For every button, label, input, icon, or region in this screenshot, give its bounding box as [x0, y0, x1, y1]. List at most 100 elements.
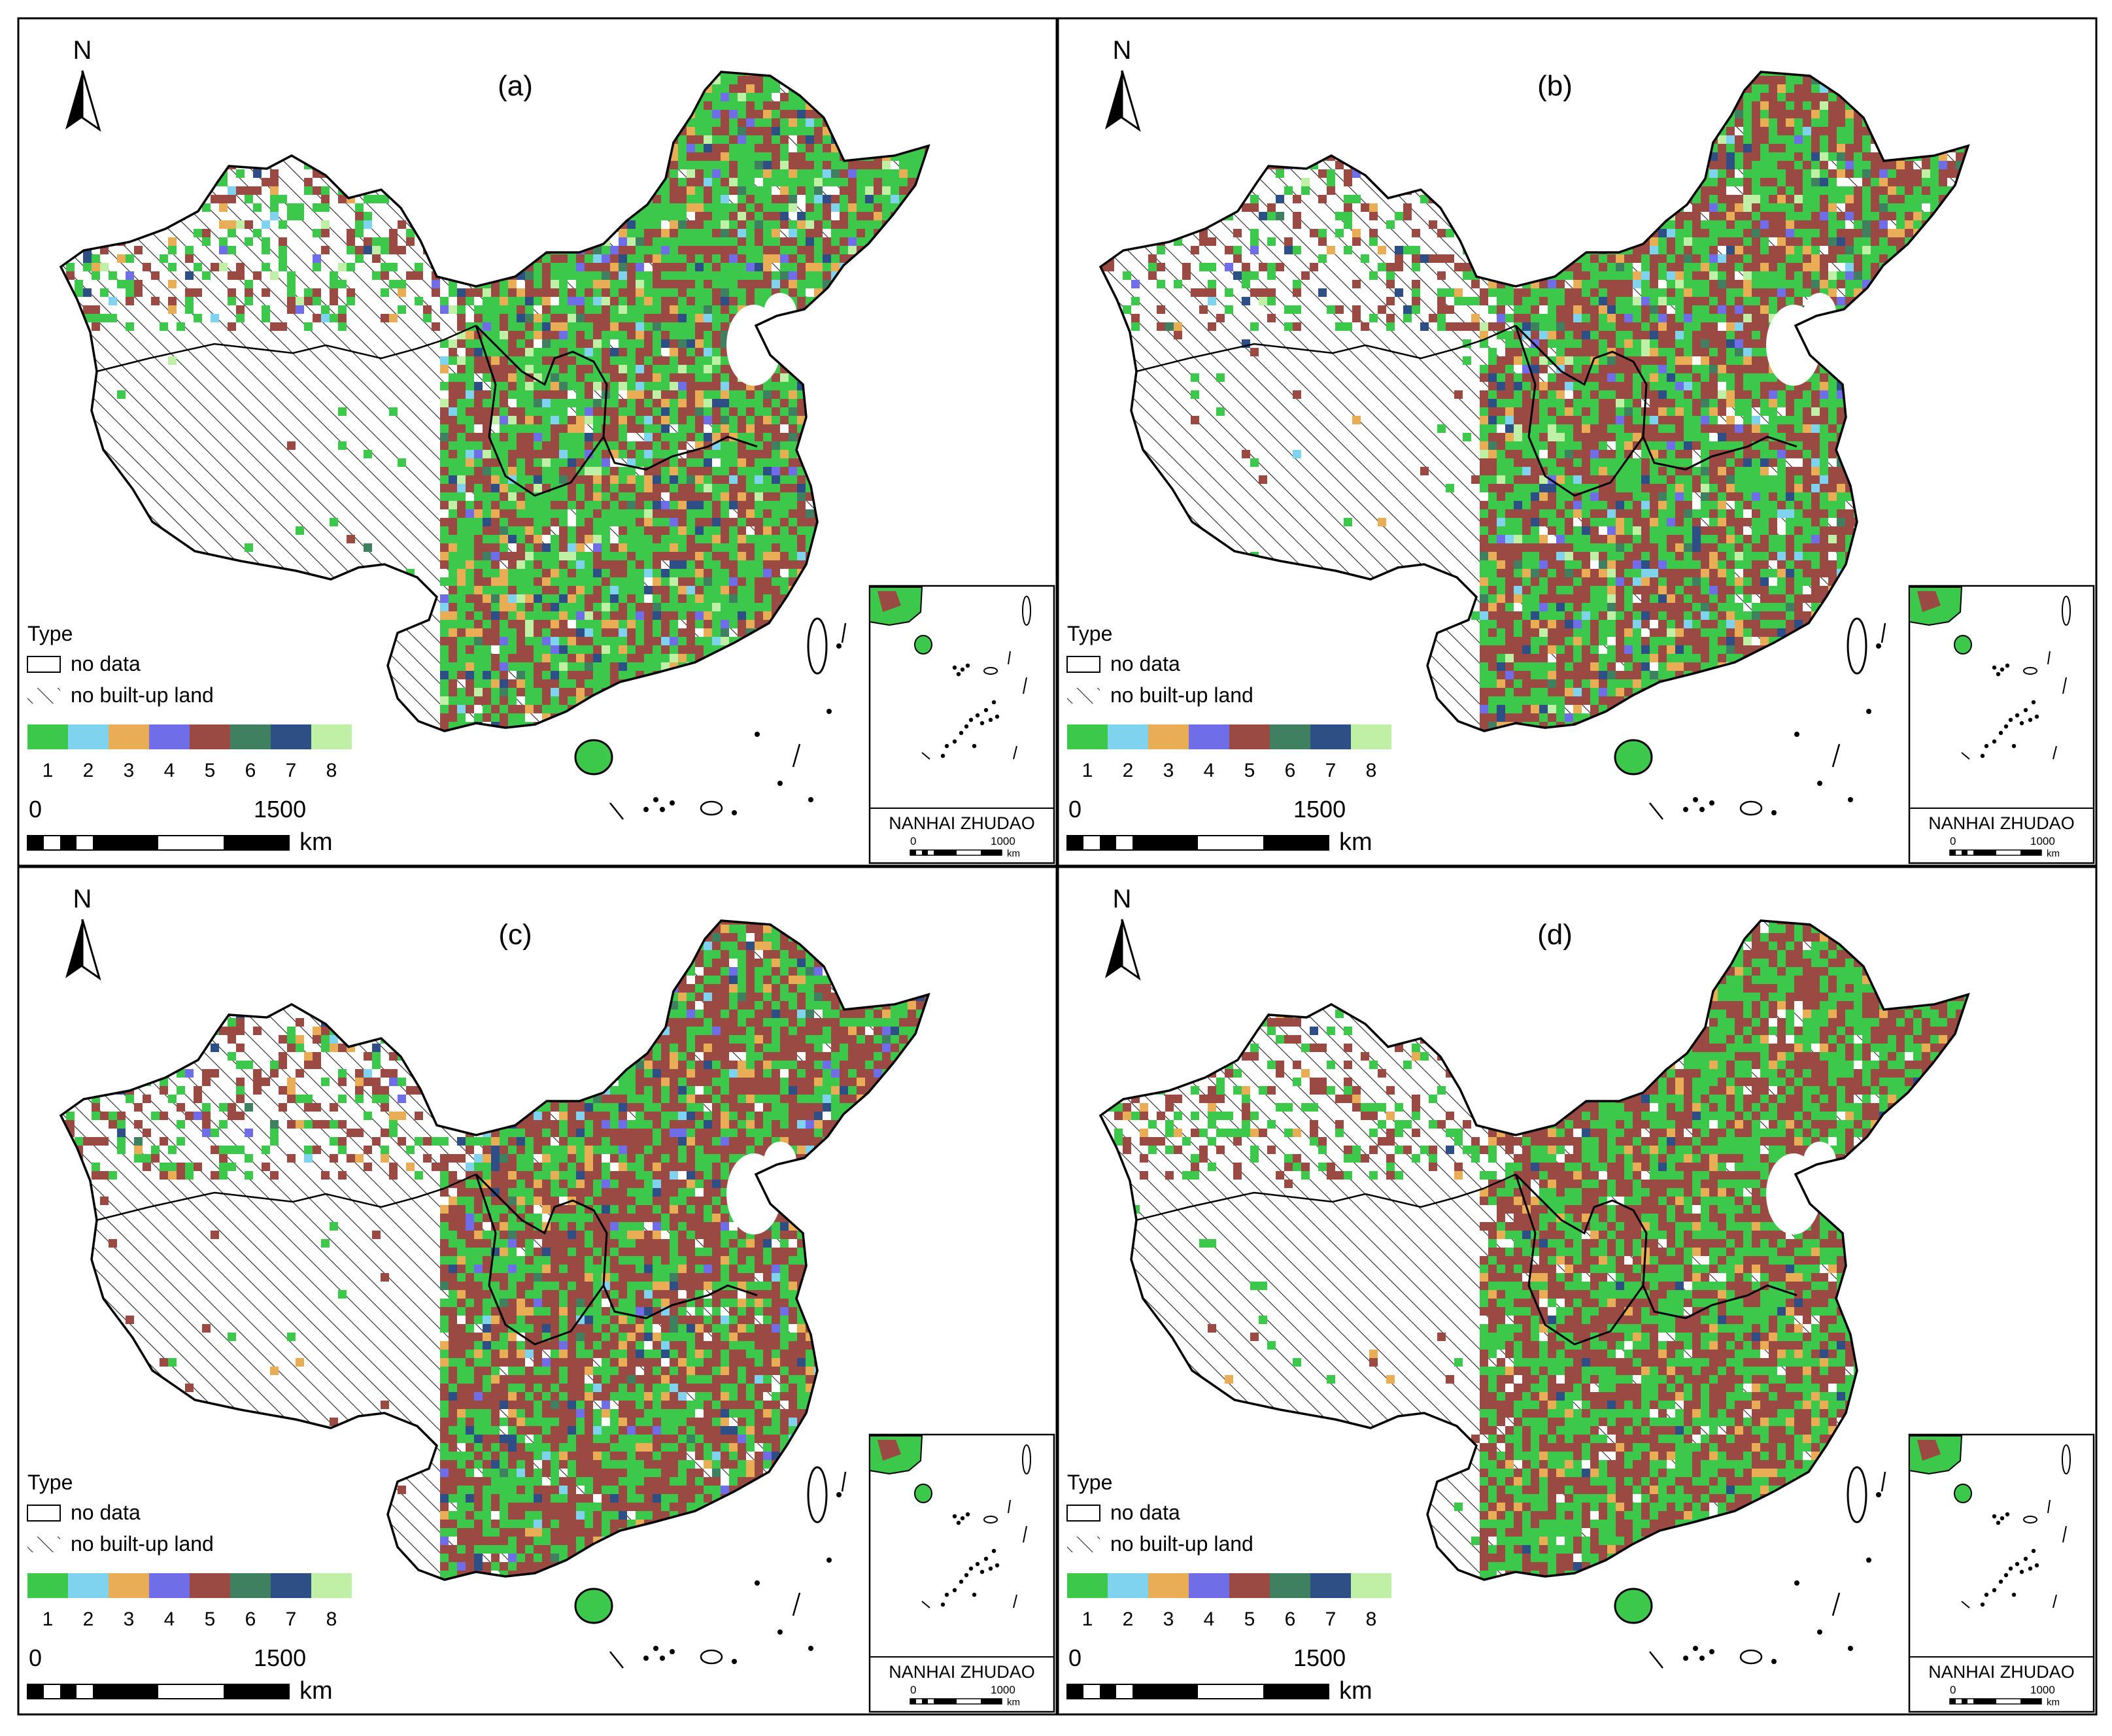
boundary-dash — [609, 802, 624, 820]
island-dot — [660, 807, 665, 812]
inset-island-outline — [2023, 667, 2037, 675]
region-boundary — [1514, 1173, 1797, 1319]
inset-island-dot — [979, 1569, 985, 1574]
scale-unit: km — [299, 1677, 333, 1705]
inset-island-dot — [991, 700, 996, 705]
inset-scale-unit: km — [2047, 848, 2060, 859]
inset-island-dot — [968, 1566, 974, 1571]
legend-class-8: 8 — [326, 760, 337, 781]
region-boundary — [96, 324, 477, 373]
legend-swatch-2 — [68, 724, 109, 749]
inset-island-dot — [995, 714, 1000, 719]
north-arrow-icon: N — [65, 36, 101, 132]
boundary-dash — [841, 622, 847, 643]
island-dot — [1771, 1659, 1777, 1664]
inset-scale-max: 1000 — [2030, 835, 2055, 847]
taiwan-outline — [807, 617, 828, 675]
legend-class-4: 4 — [164, 760, 175, 781]
boundary-dash — [1831, 743, 1841, 768]
legend-swatch-1 — [27, 1573, 68, 1598]
inset-island-dot — [983, 707, 989, 713]
scale-segment — [1100, 836, 1116, 850]
legend-swatch-7 — [271, 724, 311, 749]
legend-swatch-2 — [1108, 1573, 1148, 1598]
legend-class-1: 1 — [1082, 760, 1093, 781]
island-dot — [643, 807, 649, 812]
inset-island-dot — [2028, 1566, 2033, 1571]
scale-segment — [1067, 1684, 1083, 1699]
island-dot — [1699, 807, 1705, 812]
inset-scale-max: 1000 — [991, 1684, 1015, 1696]
scale-unit: km — [1339, 1677, 1372, 1705]
inset-scale-segment — [910, 850, 916, 855]
legend-swatch-3 — [1148, 724, 1189, 749]
inset-island-dot — [2005, 1512, 2010, 1517]
island-dot — [643, 1656, 649, 1661]
legend-swatch-4 — [1189, 1573, 1229, 1598]
inset-island-dot — [2034, 1563, 2039, 1568]
scale-segment — [60, 836, 77, 850]
scale-unit: km — [1339, 828, 1372, 856]
north-arrow-right — [81, 919, 101, 981]
region-boundary — [475, 1174, 605, 1346]
legend-swatch-2 — [68, 1573, 109, 1598]
legend: Type no data no built-up land 1 2 3 4 5 6 7 8 — [27, 622, 352, 781]
legend-class-5: 5 — [205, 760, 216, 781]
inset-taiwan — [1022, 596, 1031, 626]
inset-island-dot — [2003, 1573, 2009, 1578]
legend-swatch-4 — [1189, 724, 1229, 749]
region-boundary — [1514, 325, 1644, 497]
inset-frame — [1908, 1433, 2095, 1713]
scale-max: 1500 — [254, 796, 306, 823]
legend-class-3: 3 — [124, 760, 135, 781]
legend-class-8: 8 — [326, 1608, 337, 1630]
scale-max: 1500 — [1293, 1644, 1346, 1671]
north-arrow-icon: N — [65, 885, 101, 981]
inset-island-dot — [940, 753, 945, 758]
taiwan-outline — [807, 1466, 828, 1523]
no-builtup-swatch — [1067, 688, 1100, 704]
island-dot — [1817, 781, 1822, 786]
boundary-dash — [1881, 1471, 1886, 1492]
inset-island-dot — [959, 730, 964, 736]
inset-frame — [868, 1433, 1055, 1713]
island-dot — [1794, 1580, 1799, 1586]
inset-scale-zero: 0 — [910, 1684, 916, 1696]
hainan-island — [574, 1588, 613, 1624]
legend-swatch-3 — [1148, 1573, 1189, 1598]
legend-class-2: 2 — [1123, 1608, 1134, 1630]
legend-class-7: 7 — [286, 1608, 297, 1630]
no-builtup-label: no built-up land — [1110, 683, 1253, 707]
inset-scale-segment — [1962, 1699, 1967, 1704]
legend-swatch-5 — [190, 1573, 230, 1598]
region-boundary — [475, 324, 758, 471]
scale-segment — [1263, 1684, 1329, 1699]
legend-swatch-7 — [1310, 724, 1351, 749]
inset-island-dot — [1992, 1588, 1997, 1593]
inset-island-dot — [991, 1548, 996, 1554]
island-dot — [1771, 810, 1777, 815]
boundary-dash — [792, 743, 801, 768]
no-builtup-swatch — [27, 688, 60, 704]
map-panel-d: (d) N Type no data no built-up land 1 2 3 4 5 6 7 8 0… — [1057, 866, 2098, 1716]
legend-class-5: 5 — [1244, 760, 1255, 781]
inset-island-dot — [2008, 1566, 2013, 1571]
north-arrow-left — [65, 919, 82, 978]
scale-segment — [224, 1684, 289, 1699]
inset-island-dot — [940, 1602, 945, 1607]
inset-island-outline — [983, 667, 998, 675]
inset-island-dot — [2011, 1592, 2017, 1597]
inset-scale-unit: km — [1007, 1697, 1020, 1708]
inset-hainan — [1954, 1484, 1972, 1503]
inset-hainan — [914, 1484, 932, 1503]
inset-boundary-dash — [921, 651, 1027, 760]
inset-island-dot — [2028, 717, 2033, 723]
inset-island-dot — [952, 665, 957, 670]
no-data-swatch — [1066, 1505, 1100, 1522]
inset-hainan — [1954, 635, 1972, 655]
inset-taiwan — [2062, 596, 2071, 626]
no-builtup-swatch — [27, 1537, 60, 1552]
scale-max: 1500 — [1293, 796, 1346, 823]
island-dot — [836, 1492, 842, 1497]
